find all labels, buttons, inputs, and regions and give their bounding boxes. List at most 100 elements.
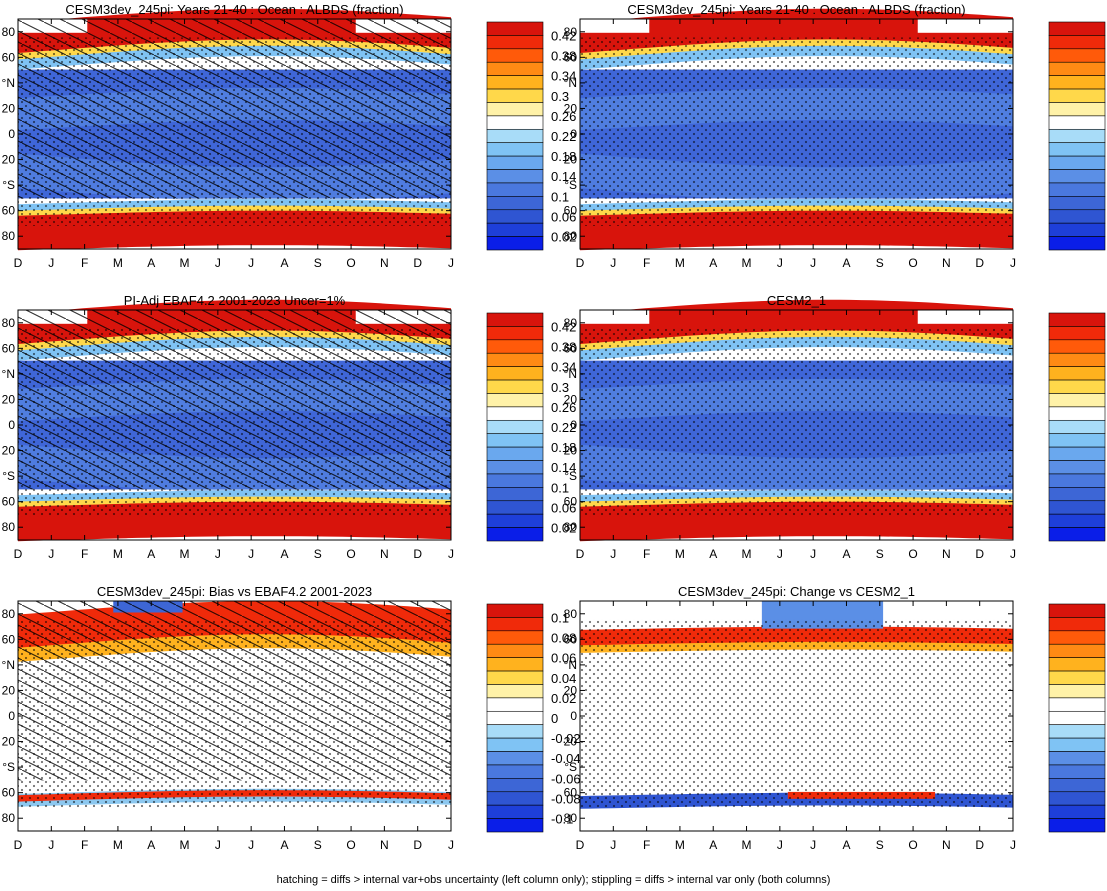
hatching-overlay <box>18 310 451 490</box>
colorbar-label: -0.08 <box>551 791 581 806</box>
panel-title: CESM3dev_245pi: Years 21-40 : Ocean : AL… <box>627 2 965 17</box>
y-tick-label: °S <box>564 469 577 483</box>
x-tick-label: O <box>346 547 355 561</box>
colorbar-label: 0.04 <box>551 671 576 686</box>
y-tick-label: 60 <box>564 632 578 646</box>
x-tick-label: M <box>180 547 190 561</box>
x-tick-label: O <box>346 256 355 270</box>
colorbar-swatch <box>486 684 544 699</box>
colorbar-swatch <box>1048 128 1106 144</box>
y-tick-label: 20 <box>2 392 16 406</box>
colorbar-label: 0.38 <box>551 49 576 64</box>
colorbar-label: 0.34 <box>551 360 576 375</box>
colorbar-swatch <box>1048 102 1106 117</box>
colorbar-swatch <box>486 182 544 197</box>
colorbar-swatch <box>1048 697 1106 712</box>
polar-mask-right <box>917 19 1013 33</box>
y-tick-label: 60 <box>2 495 16 509</box>
x-tick-label: A <box>280 838 288 852</box>
y-tick-label: 80 <box>564 25 578 39</box>
y-tick-label: 80 <box>2 316 16 330</box>
panel-5: D J F M A M J J A S O N D J 80 60 °N 20 0 20 °S 60 80 CESM3dev_… <box>2 584 581 852</box>
x-tick-label: N <box>942 838 951 852</box>
y-tick-label: 80 <box>564 811 578 825</box>
x-tick-label: M <box>113 838 123 852</box>
x-tick-label: M <box>113 547 123 561</box>
x-tick-label: M <box>180 256 190 270</box>
colorbar-swatch <box>486 460 544 475</box>
colorbar-swatch <box>1048 169 1106 184</box>
x-tick-label: J <box>448 547 454 561</box>
colorbar-label: -0.04 <box>551 751 581 766</box>
x-tick-label: M <box>742 838 752 852</box>
x-tick-label: J <box>448 256 454 270</box>
colorbar-swatch <box>486 48 544 63</box>
x-tick-label: J <box>248 256 254 270</box>
colorbar-swatch <box>1048 460 1106 475</box>
colorbar-swatch <box>486 657 544 672</box>
colorbar-swatch <box>486 75 544 90</box>
x-tick-label: A <box>147 256 155 270</box>
x-tick-label: J <box>1010 256 1016 270</box>
colorbar-swatch <box>1048 222 1106 237</box>
y-tick-label: 0 <box>8 127 15 141</box>
colorbar-swatch <box>1048 513 1106 528</box>
x-tick-label: D <box>413 838 422 852</box>
colorbar-label: 0.34 <box>551 69 576 84</box>
colorbar-swatch <box>1048 643 1106 658</box>
colorbar-swatch <box>1048 379 1106 394</box>
x-tick-label: D <box>576 256 585 270</box>
colorbar-swatch <box>1048 115 1106 130</box>
x-tick-label: J <box>810 256 816 270</box>
colorbar-swatch <box>486 406 544 421</box>
colorbar-swatch <box>486 804 544 819</box>
x-tick-label: J <box>777 838 783 852</box>
x-tick-label: A <box>842 256 850 270</box>
x-tick-label: J <box>48 256 54 270</box>
x-tick-label: D <box>14 838 23 852</box>
colorbar-swatch <box>486 527 544 542</box>
colorbar-swatch <box>486 155 544 170</box>
colorbar-swatch <box>1048 617 1106 632</box>
x-tick-label: A <box>147 547 155 561</box>
panel-3: D J F M A M J J A S O N D J 80 60 °N 20 0 20 °S 60 80 PI-Adj EB… <box>2 293 577 561</box>
x-tick-label: J <box>810 838 816 852</box>
colorbar-label: 0.14 <box>551 460 576 475</box>
colorbar-swatch <box>486 670 544 685</box>
y-tick-label: °N <box>564 76 577 90</box>
y-tick-label: 20 <box>2 101 16 115</box>
colorbar-swatch <box>486 35 544 50</box>
colorbar-swatch <box>486 88 544 103</box>
y-tick-label: 0 <box>570 127 577 141</box>
colorbar-label: 0.08 <box>551 631 576 646</box>
colorbar-swatch <box>1048 326 1106 341</box>
y-tick-label: °S <box>564 760 577 774</box>
x-tick-label: M <box>675 256 685 270</box>
colorbar-swatch <box>1048 196 1106 211</box>
colorbar-swatch <box>1048 500 1106 515</box>
colorbar-label: 0.06 <box>551 651 576 666</box>
y-tick-label: 80 <box>2 520 16 534</box>
y-tick-label: 60 <box>564 495 578 509</box>
colorbar-swatch <box>486 818 544 833</box>
panel-title: CESM3dev_245pi: Change vs CESM2_1 <box>678 584 915 599</box>
y-tick-label: 20 <box>2 735 16 749</box>
x-tick-label: J <box>215 838 221 852</box>
x-tick-label: A <box>709 838 717 852</box>
colorbar-swatch <box>1048 487 1106 502</box>
x-tick-label: M <box>742 256 752 270</box>
colorbar-swatch <box>1048 21 1106 36</box>
x-tick-label: D <box>413 256 422 270</box>
panel-title: CESM3dev_245pi: Years 21-40 : Ocean : AL… <box>65 2 403 17</box>
colorbar-swatch <box>486 791 544 806</box>
footer-note: hatching = diffs > internal var+obs unce… <box>276 874 831 886</box>
colorbar-label: 0.42 <box>551 28 576 43</box>
y-tick-label: 0 <box>570 709 577 723</box>
panel-1: D J F M A M J J A S O N D J 80 60 °N 20 0 20 °S 60 80 CESM3dev_… <box>2 2 577 270</box>
x-tick-label: O <box>346 838 355 852</box>
y-tick-label: 20 <box>564 153 578 167</box>
x-tick-label: M <box>675 547 685 561</box>
y-tick-label: 60 <box>2 341 16 355</box>
x-tick-label: J <box>215 256 221 270</box>
colorbar-swatch <box>1048 737 1106 752</box>
